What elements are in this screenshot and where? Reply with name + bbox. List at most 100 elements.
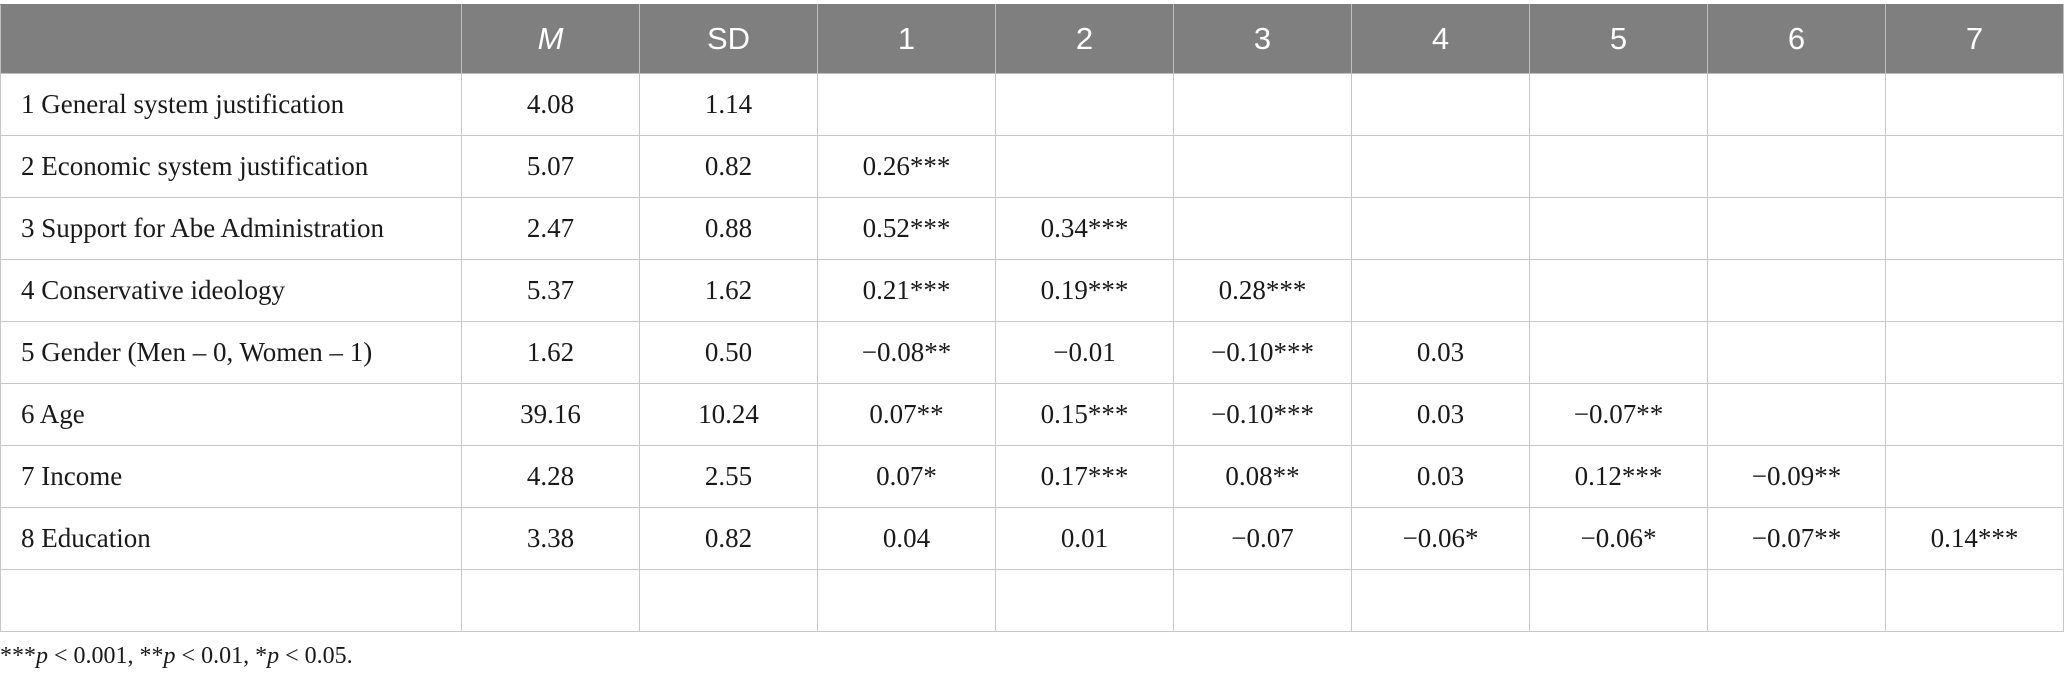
correlation-cell: [1885, 259, 2064, 322]
correlation-cell: 0.03: [1351, 321, 1530, 384]
row-variable-label: 2 Economic system justification: [0, 135, 462, 198]
correlation-cell: [995, 73, 1174, 136]
row-mean: [461, 569, 640, 632]
correlation-cell: [1885, 445, 2064, 508]
correlation-cell: [1529, 197, 1708, 260]
row-variable-label: [0, 569, 462, 632]
table-row: 8 Education 3.38 0.82 0.04 0.01 −0.07 −0.06* −0…: [0, 507, 2064, 570]
correlation-cell: 0.07**: [817, 383, 996, 446]
correlation-cell: [1707, 383, 1886, 446]
correlation-cell: [1885, 135, 2064, 198]
correlation-cell: −0.01: [995, 321, 1174, 384]
footnote-stars-1: ***: [0, 643, 36, 669]
row-variable-label: 6 Age: [0, 383, 462, 446]
correlation-cell: 0.12***: [1529, 445, 1708, 508]
correlation-cell: [1707, 321, 1886, 384]
header-col-3: 3: [1173, 4, 1352, 74]
correlation-cell: [995, 569, 1174, 632]
correlation-cell: −0.10***: [1173, 321, 1352, 384]
header-sd: SD: [639, 4, 818, 74]
correlation-cell: −0.09**: [1707, 445, 1886, 508]
correlation-cell: [1173, 135, 1352, 198]
row-mean: 4.28: [461, 445, 640, 508]
table-body: 1 General system justification 4.08 1.14 2 …: [0, 73, 2064, 632]
correlation-cell: 0.07*: [817, 445, 996, 508]
table-row: 1 General system justification 4.08 1.14: [0, 73, 2064, 136]
table-row: [0, 569, 2064, 632]
correlation-cell: −0.06*: [1351, 507, 1530, 570]
row-sd: 0.88: [639, 197, 818, 260]
row-sd: 2.55: [639, 445, 818, 508]
footnote-p-3: p: [267, 643, 280, 669]
table-row: 6 Age 39.16 10.24 0.07** 0.15*** −0.10*** 0.03…: [0, 383, 2064, 446]
footnote-text-3: < 0.05.: [279, 643, 353, 669]
correlation-cell: 0.52***: [817, 197, 996, 260]
footnote-p-2: p: [163, 643, 176, 669]
correlation-cell: [1707, 569, 1886, 632]
correlation-cell: [1529, 73, 1708, 136]
correlation-cell: −0.08**: [817, 321, 996, 384]
correlation-cell: 0.21***: [817, 259, 996, 322]
correlation-cell: [1529, 569, 1708, 632]
correlation-cell: [1707, 135, 1886, 198]
row-variable-label: 8 Education: [0, 507, 462, 570]
header-col-2: 2: [995, 4, 1174, 74]
correlation-cell: 0.17***: [995, 445, 1174, 508]
footnote-text-2: < 0.01, *: [175, 643, 268, 669]
header-col-1: 1: [817, 4, 996, 74]
correlation-cell: [817, 569, 996, 632]
row-sd: 0.82: [639, 507, 818, 570]
row-sd: [639, 569, 818, 632]
header-col-5: 5: [1529, 4, 1708, 74]
correlation-cell: [1707, 197, 1886, 260]
row-sd: 1.14: [639, 73, 818, 136]
correlation-cell: [1351, 135, 1530, 198]
header-col-4: 4: [1351, 4, 1530, 74]
correlation-cell: [1173, 569, 1352, 632]
table-row: 5 Gender (Men – 0, Women – 1) 1.62 0.50 −0.…: [0, 321, 2064, 384]
correlation-cell: [1885, 197, 2064, 260]
correlation-cell: [1529, 321, 1708, 384]
row-mean: 5.07: [461, 135, 640, 198]
correlation-cell: −0.07: [1173, 507, 1352, 570]
correlation-cell: [1529, 259, 1708, 322]
correlation-cell: 0.28***: [1173, 259, 1352, 322]
correlation-cell: [1173, 197, 1352, 260]
footnote-p-1: p: [36, 643, 48, 669]
row-sd: 1.62: [639, 259, 818, 322]
row-variable-label: 1 General system justification: [0, 73, 462, 136]
row-mean: 2.47: [461, 197, 640, 260]
row-mean: 3.38: [461, 507, 640, 570]
correlation-cell: 0.01: [995, 507, 1174, 570]
correlation-cell: −0.07**: [1707, 507, 1886, 570]
correlation-cell: 0.34***: [995, 197, 1174, 260]
row-mean: 1.62: [461, 321, 640, 384]
correlation-cell: [1173, 73, 1352, 136]
correlation-cell: 0.03: [1351, 445, 1530, 508]
row-variable-label: 5 Gender (Men – 0, Women – 1): [0, 321, 462, 384]
correlation-cell: [995, 135, 1174, 198]
correlation-cell: [1885, 569, 2064, 632]
header-col-6: 6: [1707, 4, 1886, 74]
correlation-cell: 0.14***: [1885, 507, 2064, 570]
correlation-cell: [1707, 73, 1886, 136]
correlation-cell: −0.07**: [1529, 383, 1708, 446]
row-sd: 10.24: [639, 383, 818, 446]
correlation-cell: −0.06*: [1529, 507, 1708, 570]
correlation-cell: 0.03: [1351, 383, 1530, 446]
correlation-table: M SD 1 2 3 4 5 6 7 1 General system just…: [0, 4, 2064, 632]
correlation-cell: [1885, 321, 2064, 384]
correlation-cell: 0.19***: [995, 259, 1174, 322]
correlation-cell: [1351, 197, 1530, 260]
row-mean: 39.16: [461, 383, 640, 446]
header-row: M SD 1 2 3 4 5 6 7: [0, 4, 2064, 74]
row-mean: 5.37: [461, 259, 640, 322]
correlation-cell: [1529, 135, 1708, 198]
table-row: 4 Conservative ideology 5.37 1.62 0.21*** 0.…: [0, 259, 2064, 322]
correlation-cell: 0.26***: [817, 135, 996, 198]
header-variable: [0, 4, 462, 74]
correlation-cell: [1707, 259, 1886, 322]
correlation-cell: 0.04: [817, 507, 996, 570]
correlation-cell: 0.08**: [1173, 445, 1352, 508]
table-row: 3 Support for Abe Administration 2.47 0.88…: [0, 197, 2064, 260]
